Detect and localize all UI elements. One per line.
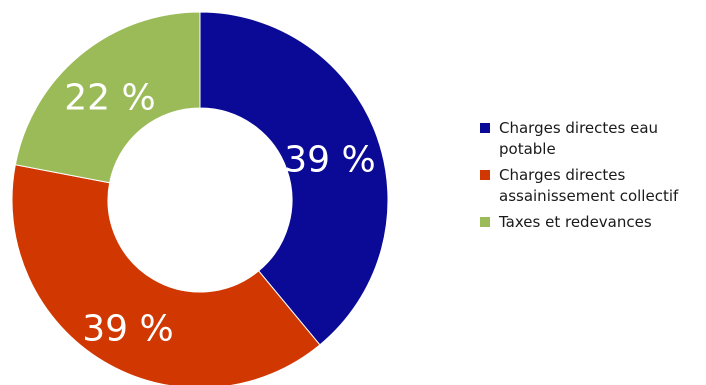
legend-item: Taxes et redevances — [480, 212, 702, 233]
legend-swatch — [480, 170, 490, 180]
legend-swatch — [480, 123, 490, 133]
slice-label: 22 % — [64, 78, 155, 119]
legend-label: Charges directes eau potable — [499, 119, 659, 158]
donut-slice — [11, 164, 321, 385]
legend-swatch — [480, 217, 490, 227]
donut-chart: 39 % 39 % 22 % — [11, 11, 389, 385]
legend-item: Charges directes eau potable — [480, 118, 702, 160]
donut-slice — [199, 11, 389, 346]
legend-label: Taxes et redevances — [499, 213, 652, 231]
legend-item: Charges directes assainissement collecti… — [480, 165, 702, 207]
donut-slice — [14, 11, 201, 184]
slice-label: 39 % — [82, 309, 173, 350]
legend: Charges directes eau potable Charges dir… — [480, 118, 702, 238]
legend-label: Charges directes assainissement collecti… — [499, 166, 679, 205]
slice-label: 39 % — [284, 140, 375, 181]
